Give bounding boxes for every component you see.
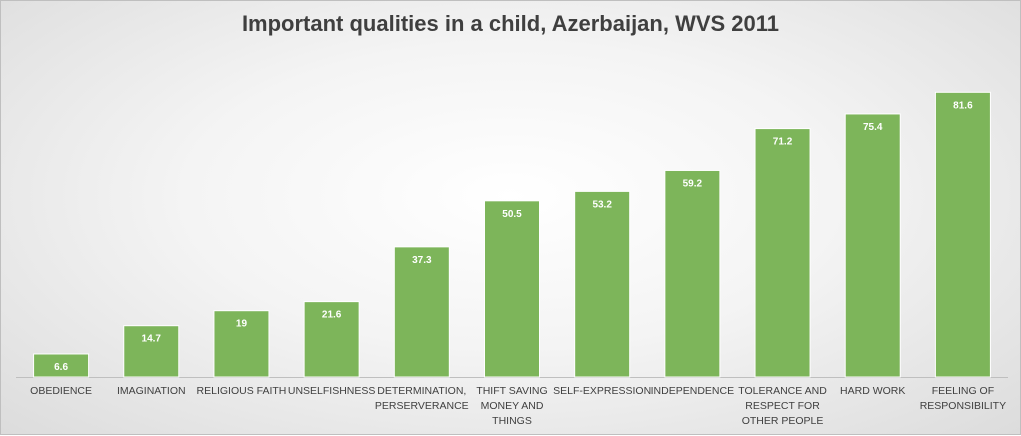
x-tick-label: UNSELFISHNESS xyxy=(288,385,376,397)
x-tick-label: THINGS xyxy=(492,415,532,427)
x-tick-label: MONEY AND xyxy=(481,400,544,412)
data-label: 6.6 xyxy=(54,362,68,373)
data-label: 19 xyxy=(236,319,248,330)
x-tick-label: RESPECT FOR xyxy=(745,400,820,412)
data-label: 50.5 xyxy=(502,209,522,220)
data-label: 37.3 xyxy=(412,255,432,266)
bar xyxy=(303,301,360,378)
data-label: 81.6 xyxy=(953,100,973,111)
x-tick-label: RESPONSIBILITY xyxy=(920,400,1006,412)
x-tick-label: OTHER PEOPLE xyxy=(742,415,824,427)
bar xyxy=(484,200,540,378)
data-label: 53.2 xyxy=(592,199,612,210)
x-tick-label: THIFT SAVING xyxy=(476,385,547,397)
x-tick-label: IMAGINATION xyxy=(117,385,186,397)
x-tick-label: INDEPENDENCE xyxy=(651,385,734,397)
data-label: 75.4 xyxy=(863,122,883,133)
x-tick-label: RELIGIOUS FAITH xyxy=(197,385,287,397)
bar xyxy=(664,169,721,378)
chart-title: Important qualities in a child, Azerbaij… xyxy=(241,11,780,36)
x-tick-label: PERSERVERANCE xyxy=(375,400,469,412)
bar xyxy=(934,91,991,378)
data-label: 14.7 xyxy=(142,334,162,345)
x-tick-label: HARD WORK xyxy=(840,385,905,397)
bar xyxy=(213,310,270,378)
bar xyxy=(123,325,180,378)
x-tick-label: TOLERANCE AND xyxy=(738,385,827,397)
data-label: 71.2 xyxy=(773,137,793,148)
x-tick-label: DETERMINATION, xyxy=(377,385,466,397)
x-tick-label: OBEDIENCE xyxy=(30,385,92,397)
data-label: 59.2 xyxy=(683,178,703,189)
bar xyxy=(574,190,631,378)
data-label: 21.6 xyxy=(322,310,342,321)
bar xyxy=(754,128,811,378)
bar xyxy=(393,246,450,378)
bar xyxy=(33,353,90,378)
bar xyxy=(844,113,901,378)
x-tick-label: SELF-EXPRESSION xyxy=(553,385,651,397)
x-tick-label: FEELING OF xyxy=(932,385,994,397)
